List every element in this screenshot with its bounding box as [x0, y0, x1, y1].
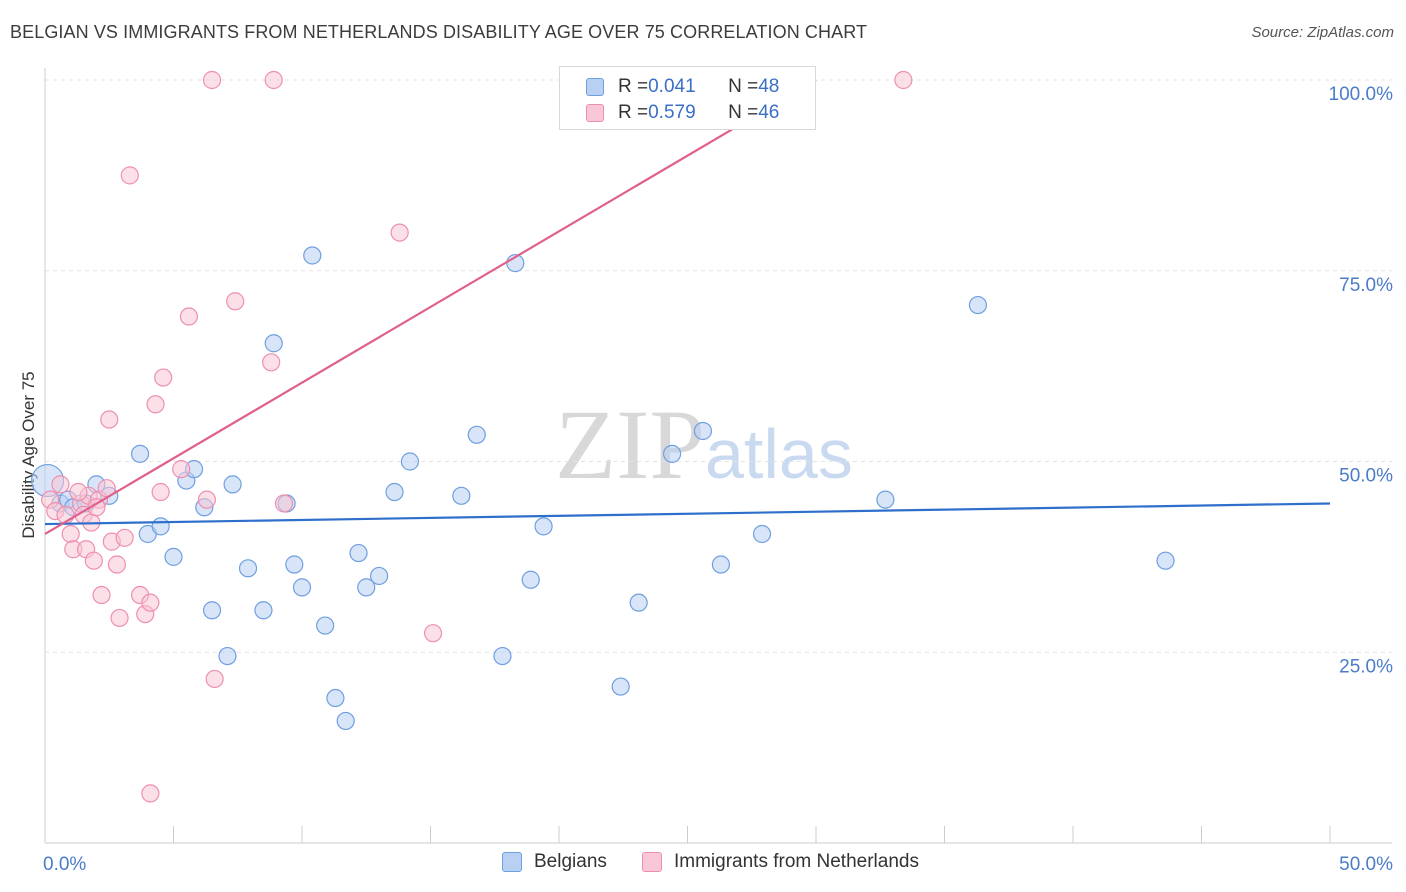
watermark-atlas: atlas [705, 415, 853, 493]
netherlands-point [92, 585, 111, 605]
bottom-legend-label-belgians: Belgians [534, 851, 607, 872]
legend-row-belgians: R = 0.041 N = 48 [586, 74, 779, 100]
legend-r-label: R = [618, 76, 649, 97]
netherlands-point [69, 482, 88, 502]
bottom-legend-label-netherlands: Immigrants from Netherlands [674, 851, 919, 872]
bottom-legend-swatch-belgians [502, 852, 522, 872]
legend-n-label: N = [728, 102, 759, 123]
netherlands-point [141, 784, 160, 803]
netherlands-trend-line [44, 79, 817, 535]
belgian-point [164, 547, 183, 566]
belgian-point [254, 601, 273, 620]
netherlands-point [107, 555, 127, 574]
x-tick-label: 0.0% [43, 854, 86, 875]
legend-row-netherlands: R = 0.579 N = 46 [586, 100, 779, 126]
netherlands-point [110, 608, 129, 628]
netherlands-point [202, 70, 222, 90]
belgian-point [303, 246, 322, 265]
chart-title: BELGIAN VS IMMIGRANTS FROM NETHERLANDS D… [10, 22, 868, 42]
netherlands-point [141, 593, 160, 612]
belgian-point [130, 444, 150, 463]
legend-swatch-netherlands [586, 104, 604, 122]
belgian-point [752, 524, 772, 544]
legend-r-value: 0.579 [648, 102, 696, 123]
belgian-point [385, 482, 404, 502]
belgian-point [349, 543, 368, 563]
legend-n-label: N = [728, 76, 759, 97]
netherlands-point [226, 292, 245, 311]
netherlands-point [172, 460, 191, 479]
netherlands-point [262, 353, 281, 372]
belgian-point [968, 295, 988, 315]
watermark: ZIPatlas [555, 395, 853, 495]
belgian-point [876, 490, 895, 509]
netherlands-point [84, 551, 103, 570]
belgian-point [326, 688, 345, 708]
belgian-point [370, 566, 389, 586]
belgian-point [467, 425, 486, 444]
netherlands-point [274, 494, 294, 513]
y-tick-label: 25.0% [1339, 656, 1393, 677]
belgian-point [693, 421, 713, 441]
y-tick-label: 100.0% [1329, 84, 1394, 105]
belgian-point [336, 711, 355, 731]
netherlands-point [146, 395, 165, 414]
netherlands-point [61, 524, 80, 544]
netherlands-point [87, 498, 106, 517]
belgian-point [452, 486, 471, 505]
legend-n-value: 48 [758, 76, 780, 97]
netherlands-point [151, 482, 170, 502]
netherlands-point [423, 624, 443, 643]
belgian-point [521, 570, 540, 589]
netherlands-point [894, 70, 913, 90]
belgian-point [223, 475, 242, 494]
belgian-point [400, 452, 420, 471]
source-label: Source: ZipAtlas.com [1251, 24, 1394, 41]
bottom-legend-netherlands[interactable]: Immigrants from Netherlands [642, 851, 919, 873]
belgian-point [264, 334, 283, 353]
legend-swatch-belgians [586, 78, 604, 96]
netherlands-point [51, 475, 70, 494]
belgian-trend-line [44, 502, 1331, 526]
belgian-point [534, 517, 553, 536]
legend-r-value: 0.041 [648, 76, 696, 97]
belgian-point [292, 578, 312, 597]
belgian-point [316, 616, 335, 635]
correlation-legend: R = 0.041 N = 48 R = 0.579 N = 46 [559, 66, 816, 130]
netherlands-point [197, 490, 217, 509]
belgian-point [493, 646, 512, 666]
netherlands-point [120, 166, 139, 185]
belgian-point [1156, 551, 1175, 570]
bottom-legend-swatch-netherlands [642, 852, 662, 872]
belgian-point [218, 646, 237, 666]
belgian-point [202, 601, 222, 620]
netherlands-point [205, 669, 224, 689]
netherlands-point [100, 410, 119, 429]
belgian-point [357, 578, 376, 597]
belgian-point [662, 444, 682, 463]
belgian-point [611, 677, 630, 696]
legend-r-label: R = [618, 102, 649, 123]
belgian-point [285, 555, 304, 574]
netherlands-point [390, 223, 409, 242]
belgian-point [711, 555, 731, 574]
belgian-point [151, 517, 170, 536]
belgian-point [238, 559, 258, 578]
netherlands-point [115, 528, 134, 547]
belgian-point [629, 593, 648, 612]
watermark-zip: ZIP [555, 389, 705, 500]
netherlands-point [179, 307, 199, 326]
y-tick-label: 75.0% [1339, 275, 1393, 296]
netherlands-point [264, 70, 283, 90]
y-tick-label: 50.0% [1339, 466, 1393, 487]
legend-n-value: 46 [758, 102, 780, 123]
bottom-legend-belgians[interactable]: Belgians [502, 851, 607, 873]
netherlands-point [154, 368, 173, 387]
x-tick-label: 50.0% [1339, 854, 1393, 875]
